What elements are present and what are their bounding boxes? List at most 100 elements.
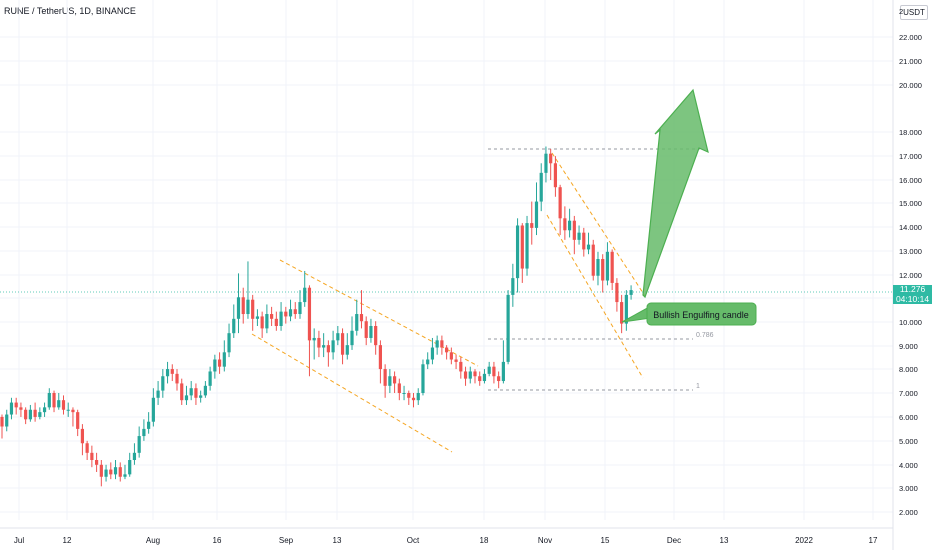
candle-body xyxy=(161,376,165,391)
y-tick-label: 20.000 xyxy=(899,81,922,90)
x-tick-label: 12 xyxy=(63,536,72,545)
candle-body xyxy=(38,412,42,417)
y-tick-label: 14.000 xyxy=(899,223,922,232)
callout[interactable]: Bullish Engulfing candle xyxy=(621,302,757,326)
callout-text: Bullish Engulfing candle xyxy=(653,310,749,320)
candle-body xyxy=(260,316,264,329)
channel-line xyxy=(279,259,479,367)
candle-body xyxy=(605,251,610,281)
candle-body xyxy=(378,345,382,370)
currency-button[interactable]: USDT xyxy=(900,5,928,20)
candle-body xyxy=(28,409,32,420)
y-tick-label: 17.000 xyxy=(899,152,922,161)
x-tick-label: 17 xyxy=(869,536,878,545)
y-tick-label: 16.000 xyxy=(899,176,922,185)
chart-title: RUNE / TetherUS, 1D, BINANCE xyxy=(4,6,136,16)
chart-grid xyxy=(0,0,893,520)
candle-body xyxy=(317,337,321,348)
countdown-timer: 04:10:14 xyxy=(895,293,930,304)
y-tick-label: 8.000 xyxy=(899,365,918,374)
candle-body xyxy=(184,395,189,401)
y-tick-label: 18.000 xyxy=(899,128,922,137)
candle-body xyxy=(459,361,463,372)
candle-body xyxy=(303,287,307,303)
candle-body xyxy=(128,460,132,475)
candle-body xyxy=(445,347,449,353)
candle-body xyxy=(355,314,359,331)
candle-body xyxy=(468,371,472,379)
candle-body xyxy=(113,467,118,475)
candle-body xyxy=(265,314,269,329)
x-tick-label: Dec xyxy=(667,536,681,545)
fib-1-label: 1 xyxy=(696,383,700,390)
candle-body xyxy=(33,409,37,417)
candle-body xyxy=(85,443,89,453)
candle-body xyxy=(66,409,70,411)
last-price-tag: 11.276 04:10:14 xyxy=(893,284,932,304)
x-tick-label: 16 xyxy=(213,536,222,545)
candle-body xyxy=(151,397,155,422)
candle-body xyxy=(241,297,245,315)
candle-body xyxy=(392,376,397,384)
candle-body xyxy=(274,318,278,326)
candle-body xyxy=(326,345,330,353)
candle-body xyxy=(95,460,99,465)
candle-body xyxy=(482,373,487,382)
candle-body xyxy=(591,244,595,276)
candle-body xyxy=(246,299,250,315)
candle-body xyxy=(426,359,430,365)
candle-body xyxy=(19,407,23,410)
candle-body xyxy=(440,340,444,348)
candle-body xyxy=(411,397,416,401)
candle-body xyxy=(563,218,567,231)
y-tick-label: 15.000 xyxy=(899,199,922,208)
last-price-value: 11.276 xyxy=(899,284,926,294)
candle-body xyxy=(137,436,141,453)
candle-body xyxy=(336,333,340,341)
y-tick-label: 21.000 xyxy=(899,57,922,66)
time-axis[interactable]: Jul 12 Aug 16 Sep 13 Oct 18 Nov 15 Dec 13 2022 17 xyxy=(0,527,893,545)
candle-body xyxy=(203,385,207,396)
y-tick-label: 6.000 xyxy=(899,413,918,422)
callout-box xyxy=(646,302,757,326)
candle-body xyxy=(251,299,255,319)
fib-0786-label: 0.786 xyxy=(696,332,714,339)
candle-body xyxy=(539,172,543,202)
candle-body xyxy=(359,314,364,322)
x-tick-label: 18 xyxy=(480,536,489,545)
candle-body xyxy=(435,340,439,348)
candle-body xyxy=(369,325,373,338)
candle-body xyxy=(515,225,520,279)
candle-body xyxy=(534,201,539,228)
candle-body xyxy=(449,352,453,360)
candle-body xyxy=(312,337,316,341)
price-axis[interactable]: 2.000 3.000 4.000 5.000 6.000 7.000 8.000 9.000… xyxy=(892,0,922,550)
candle-body xyxy=(199,395,203,398)
candle-body xyxy=(175,373,179,384)
candle-body xyxy=(572,220,576,240)
candle-body xyxy=(189,388,193,396)
candle-body xyxy=(520,225,524,269)
candle-body xyxy=(194,388,198,398)
candle-body xyxy=(364,321,368,338)
candle-body xyxy=(397,383,401,393)
candle-body xyxy=(610,251,614,283)
candle-body xyxy=(525,223,529,269)
candle-body xyxy=(463,371,468,379)
y-tick-label: 4.000 xyxy=(899,461,918,470)
candle-body xyxy=(52,393,56,408)
candle-body xyxy=(421,364,425,393)
candle-body xyxy=(132,452,137,461)
candle-body xyxy=(582,232,586,250)
candle-body xyxy=(331,340,335,353)
candle-body xyxy=(402,393,406,394)
candle-body xyxy=(24,409,28,420)
candle-body xyxy=(236,297,241,319)
target-arrow[interactable] xyxy=(642,88,709,299)
y-tick-label: 10.000 xyxy=(899,318,922,327)
candle-body xyxy=(416,393,420,401)
candle-body xyxy=(76,412,80,429)
candle-body xyxy=(473,371,477,377)
